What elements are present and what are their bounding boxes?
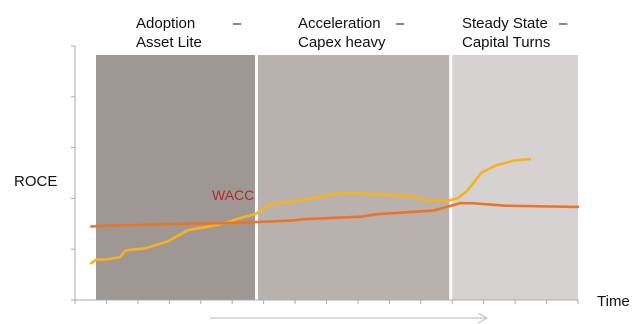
phase-2-title: Acceleration: [298, 15, 381, 32]
phase-bands: [96, 55, 578, 300]
phase-1-title: Adoption: [136, 15, 195, 32]
roce-line: [89, 157, 532, 265]
phase-1-dash: –: [233, 15, 242, 32]
phase-2-subtitle: Capex heavy: [298, 34, 386, 51]
phase-2-dash: –: [396, 15, 405, 32]
x-axis-label: Time: [597, 293, 630, 310]
phase-band-1: [96, 55, 257, 300]
axes: [71, 45, 579, 304]
phase-band-3: [450, 55, 578, 300]
phase-3-title: Steady State: [462, 15, 548, 32]
phase-3-subtitle: Capital Turns: [462, 34, 550, 51]
phase-1-subtitle: Asset Lite: [136, 34, 202, 51]
wacc-line: [89, 201, 580, 228]
wacc-series-label: WACC: [212, 187, 254, 203]
phase-dividers: [255, 55, 453, 300]
phase-3-dash: –: [559, 15, 568, 32]
series-lines: [89, 157, 580, 265]
phase-band-2: [256, 55, 451, 300]
y-axis-label: ROCE: [14, 173, 57, 190]
